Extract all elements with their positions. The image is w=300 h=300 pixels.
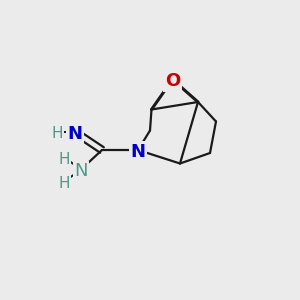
Text: N: N (74, 163, 88, 181)
Text: N: N (68, 125, 82, 143)
Text: N: N (130, 143, 146, 161)
Text: H: H (59, 152, 70, 166)
Text: O: O (165, 73, 180, 91)
Text: H: H (51, 126, 63, 141)
Text: H: H (59, 176, 70, 190)
